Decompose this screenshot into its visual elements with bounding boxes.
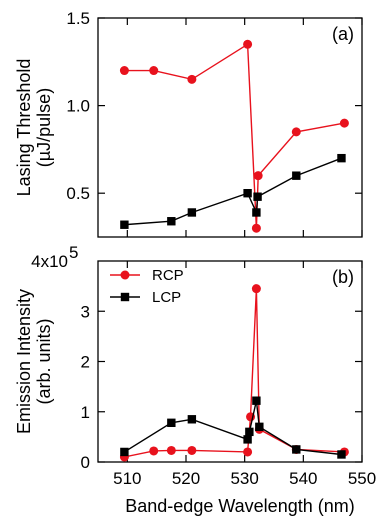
panel-b-data-point-lcp xyxy=(120,447,129,457)
panel-b-y-max-label: 4x10 xyxy=(31,252,68,271)
panel-a-data-point-rcp xyxy=(119,66,129,76)
panel-a-data-point-rcp xyxy=(339,118,349,128)
panel-a-data-point-lcp xyxy=(167,217,176,226)
panel-a-data-point-rcp xyxy=(187,74,197,84)
panel-a-data-point-lcp xyxy=(120,220,129,229)
panel-b-data-point-rcp xyxy=(166,445,176,455)
panel-b-data-point-rcp xyxy=(251,284,261,294)
panel-a-data-point-rcp xyxy=(243,39,253,49)
panel-b-data-point-lcp xyxy=(255,422,264,432)
panel-a-y-axis-title: Lasing Threshold xyxy=(14,59,34,197)
panel-a-data-point-lcp xyxy=(187,208,197,217)
panel-a-data-point-rcp xyxy=(253,171,263,181)
panel-a-data-point-lcp xyxy=(252,208,261,217)
panel-b-y-axis-title: Emission Intensity xyxy=(14,289,34,434)
panel-b-label: (b) xyxy=(332,267,354,287)
panel-b-y-tick-label: 1 xyxy=(81,403,90,422)
panel-a-y-axis-subtitle: (µJ/pulse) xyxy=(34,88,54,167)
panel-a-data-point-rcp xyxy=(291,127,301,137)
panel-a: 0.5 1.0 1.5 Lasing Threshold (µJ/pulse) (a) xyxy=(14,9,363,238)
x-tick-label: 540 xyxy=(289,469,317,488)
x-tick-label: 550 xyxy=(348,469,376,488)
panel-a-data-point-lcp xyxy=(292,171,301,180)
panel-b-plot-frame xyxy=(97,260,363,463)
legend-marker-lcp xyxy=(120,292,130,302)
panel-b-data-point-rcp xyxy=(187,445,197,455)
panel-a-data-point-lcp xyxy=(337,153,346,163)
panel-a-data-point-lcp xyxy=(243,189,252,198)
panel-a-y-tick-label: 1.0 xyxy=(66,97,90,116)
panel-b-y-tick-label: 3 xyxy=(81,302,90,321)
legend-marker-rcp xyxy=(120,270,130,280)
panel-a-series-line-rcp xyxy=(124,43,345,229)
x-tick-label: 530 xyxy=(230,469,258,488)
panel-b-data-point-rcp xyxy=(149,446,159,456)
panel-a-series-line-lcp xyxy=(124,157,342,226)
panel-b-data-point-lcp xyxy=(243,435,252,444)
panel-b-y-max-exponent: 5 xyxy=(69,243,78,262)
legend: RCP LCP xyxy=(110,267,184,306)
panel-a-y-tick-label: 0.5 xyxy=(66,184,90,203)
panel-a-label: (a) xyxy=(332,24,354,44)
x-tick-label: 510 xyxy=(113,469,141,488)
panel-b-y-axis-subtitle: (arb. units) xyxy=(34,318,54,404)
panel-a-data-point-rcp xyxy=(251,223,261,233)
panel-a-data-point-lcp xyxy=(253,192,262,201)
panel-a-plot-frame xyxy=(97,17,363,238)
panel-a-y-tick-label: 1.5 xyxy=(66,9,90,28)
x-axis-title: Band-edge Wavelength (nm) xyxy=(125,496,354,516)
panel-b-data-point-rcp xyxy=(243,447,253,457)
legend-label-rcp: RCP xyxy=(152,267,184,284)
panel-b-data-point-lcp xyxy=(337,450,346,459)
panel-b-data-point-lcp xyxy=(187,415,197,424)
panel-a-data-point-rcp xyxy=(149,66,159,76)
legend-label-lcp: LCP xyxy=(152,289,181,306)
panel-b-data-point-lcp xyxy=(252,396,261,405)
panel-b-data-point-lcp xyxy=(167,418,176,428)
panel-b-data-point-lcp xyxy=(292,445,301,454)
x-tick-label: 520 xyxy=(172,469,200,488)
panel-b-series-line-lcp xyxy=(124,400,342,456)
panel-b-y-tick-label: 0 xyxy=(81,453,90,472)
panel-b-data-point-lcp xyxy=(245,427,254,437)
panel-b: 0 1 2 3 4x10 5 510 520 530 540 550 Emission Intensi… xyxy=(14,243,376,516)
panel-b-y-tick-label: 2 xyxy=(81,353,90,372)
